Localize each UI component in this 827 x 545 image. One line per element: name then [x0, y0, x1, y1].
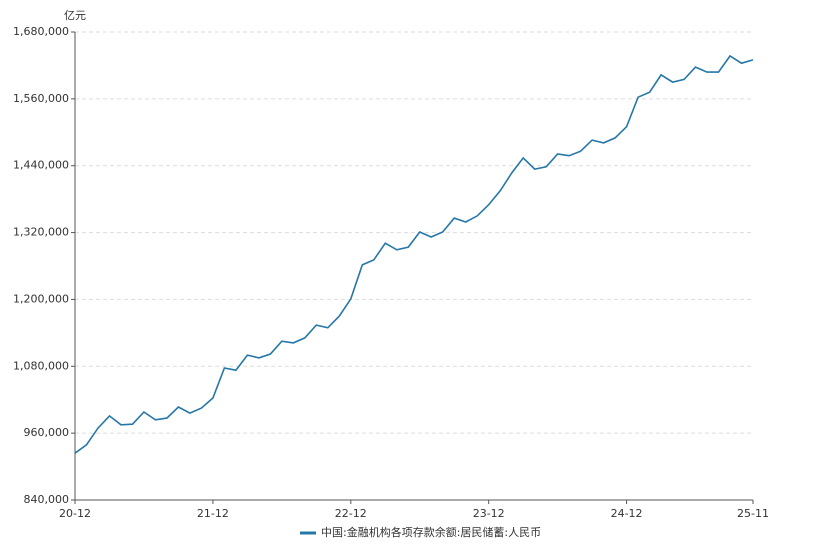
y-tick-label: 840,000: [24, 493, 70, 506]
y-tick-label: 1,080,000: [13, 359, 69, 372]
x-tick-label: 22-12: [335, 507, 367, 520]
y-tick-label: 960,000: [24, 426, 70, 439]
x-tick-label: 24-12: [611, 507, 643, 520]
y-tick-label: 1,560,000: [13, 92, 69, 105]
x-tick-label: 21-12: [197, 507, 229, 520]
x-tick-label: 23-12: [473, 507, 505, 520]
y-tick-label: 1,680,000: [13, 25, 69, 38]
y-tick-label: 1,440,000: [13, 159, 69, 172]
y-tick-label: 1,320,000: [13, 226, 69, 239]
x-tick-label: 20-12: [59, 507, 91, 520]
y-axis-unit: 亿元: [64, 9, 86, 22]
y-tick-label: 1,200,000: [13, 292, 69, 305]
x-tick-label: 25-11: [737, 507, 769, 520]
line-series: [74, 54, 754, 454]
legend-label: 中国:金融机构各项存款余额:居民储蓄:人民币: [321, 525, 541, 539]
